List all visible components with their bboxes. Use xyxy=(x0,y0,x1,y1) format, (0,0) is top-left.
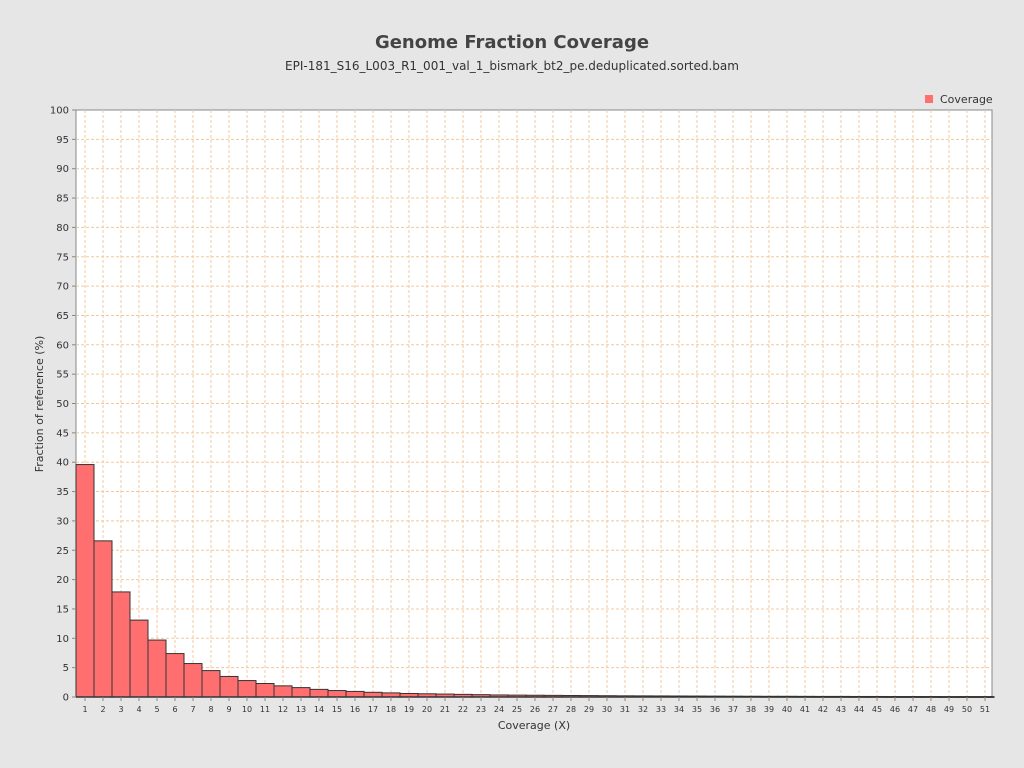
y-tick-label: 65 xyxy=(56,311,69,322)
x-tick-label: 45 xyxy=(872,705,882,714)
x-tick-label: 44 xyxy=(854,705,864,714)
legend: Coverage xyxy=(925,93,993,106)
x-tick-label: 47 xyxy=(908,705,918,714)
x-tick-label: 17 xyxy=(368,705,378,714)
y-tick-label: 50 xyxy=(56,399,69,410)
bar-coverage-13 xyxy=(291,687,311,698)
x-tick-label: 34 xyxy=(674,705,684,714)
grid-lines xyxy=(76,110,992,697)
x-tick-label: 20 xyxy=(422,705,432,714)
x-tick-label: 7 xyxy=(190,705,195,714)
legend-swatch-coverage xyxy=(925,95,933,103)
x-tick-label: 26 xyxy=(530,705,540,714)
x-tick-label: 30 xyxy=(602,705,612,714)
y-tick-label: 90 xyxy=(56,164,69,175)
bar-coverage-5 xyxy=(147,639,167,698)
x-tick-label: 33 xyxy=(656,705,666,714)
x-tick-label: 3 xyxy=(118,705,123,714)
x-tick-label: 49 xyxy=(944,705,954,714)
x-tick-label: 38 xyxy=(746,705,756,714)
bar-coverage-7 xyxy=(183,663,203,698)
bar-coverage-15 xyxy=(327,690,347,698)
y-tick-label: 75 xyxy=(56,252,69,263)
x-tick-label: 35 xyxy=(692,705,702,714)
x-tick-label: 6 xyxy=(172,705,177,714)
x-tick-label: 2 xyxy=(100,705,105,714)
bar-coverage-3 xyxy=(111,591,131,698)
bar-coverage-1 xyxy=(75,464,95,698)
bar-coverage-12 xyxy=(273,685,293,698)
x-tick-label: 42 xyxy=(818,705,828,714)
x-tick-label: 32 xyxy=(638,705,648,714)
x-tick-label: 37 xyxy=(728,705,738,714)
y-tick-label: 80 xyxy=(56,223,69,234)
legend-label-coverage: Coverage xyxy=(940,93,993,106)
bar-coverage-10 xyxy=(237,680,257,698)
x-tick-label: 31 xyxy=(620,705,630,714)
y-tick-label: 95 xyxy=(56,135,69,146)
x-tick-label: 9 xyxy=(226,705,231,714)
y-tick-label: 30 xyxy=(56,516,69,527)
y-tick-label: 10 xyxy=(56,634,69,645)
x-tick-label: 29 xyxy=(584,705,594,714)
x-tick-label: 39 xyxy=(764,705,774,714)
y-tick-label: 5 xyxy=(63,663,69,674)
y-tick-label: 35 xyxy=(56,487,69,498)
x-axis-ticks: 1 2 3 4 5 6 7 8 9 10 11 12 13 14 15 16 17 18 19 20 21 22 23 24 2… xyxy=(82,697,990,714)
bar-coverage-9 xyxy=(219,675,239,698)
x-tick-label: 48 xyxy=(926,705,936,714)
x-tick-label: 1 xyxy=(82,705,87,714)
x-tick-label: 28 xyxy=(566,705,576,714)
bar-coverage-14 xyxy=(309,688,329,698)
x-tick-label: 25 xyxy=(512,705,522,714)
bar-coverage-6 xyxy=(165,653,185,698)
bar-coverage-16 xyxy=(345,690,365,698)
x-tick-label: 46 xyxy=(890,705,900,714)
y-tick-label: 100 xyxy=(50,106,69,117)
x-tick-label: 23 xyxy=(476,705,486,714)
bar-coverage-8 xyxy=(201,670,221,698)
x-tick-label: 12 xyxy=(278,705,288,714)
x-tick-label: 36 xyxy=(710,705,720,714)
x-tick-label: 19 xyxy=(404,705,414,714)
y-tick-label: 0 xyxy=(63,693,69,704)
y-tick-label: 55 xyxy=(56,370,69,381)
x-tick-label: 40 xyxy=(782,705,792,714)
x-tick-label: 14 xyxy=(314,705,324,714)
x-tick-label: 22 xyxy=(458,705,468,714)
y-axis-label: Fraction of reference (%) xyxy=(33,336,46,473)
x-tick-label: 8 xyxy=(208,705,213,714)
y-tick-label: 70 xyxy=(56,282,69,293)
x-tick-label: 21 xyxy=(440,705,450,714)
y-tick-label: 60 xyxy=(56,340,69,351)
y-tick-label: 25 xyxy=(56,546,69,557)
x-tick-label: 5 xyxy=(154,705,159,714)
bar-coverage-2 xyxy=(93,540,113,698)
bar-coverage-11 xyxy=(255,682,275,698)
y-tick-label: 85 xyxy=(56,194,69,205)
bar-coverage-4 xyxy=(129,619,149,698)
x-tick-label: 27 xyxy=(548,705,558,714)
chart-subtitle: EPI-181_S16_L003_R1_001_val_1_bismark_bt… xyxy=(285,59,739,73)
x-tick-label: 4 xyxy=(136,705,141,714)
y-tick-label: 15 xyxy=(56,604,69,615)
x-axis-label: Coverage (X) xyxy=(498,719,570,732)
y-tick-label: 40 xyxy=(56,458,69,469)
x-tick-label: 18 xyxy=(386,705,396,714)
y-tick-label: 45 xyxy=(56,428,69,439)
x-tick-label: 41 xyxy=(800,705,810,714)
x-tick-label: 51 xyxy=(980,705,990,714)
x-tick-label: 10 xyxy=(242,705,252,714)
y-tick-label: 20 xyxy=(56,575,69,586)
x-tick-label: 11 xyxy=(260,705,270,714)
x-tick-label: 50 xyxy=(962,705,972,714)
x-tick-label: 43 xyxy=(836,705,846,714)
x-tick-label: 16 xyxy=(350,705,360,714)
x-tick-label: 13 xyxy=(296,705,306,714)
y-axis-ticks: 0 5 10 15 20 25 30 35 40 45 50 55 60 65 70 75 80 85 90 95 10… xyxy=(50,106,76,704)
chart-title: Genome Fraction Coverage xyxy=(375,32,649,53)
x-tick-label: 15 xyxy=(332,705,342,714)
x-tick-label: 24 xyxy=(494,705,504,714)
